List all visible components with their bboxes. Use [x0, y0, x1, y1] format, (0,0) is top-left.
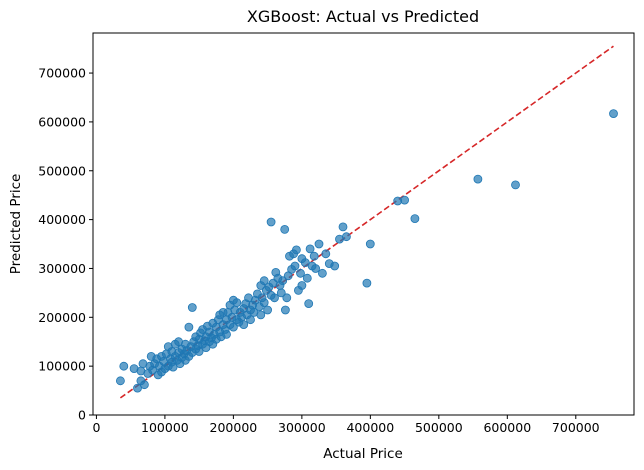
scatter-point [266, 217, 276, 227]
scatter-point [362, 278, 372, 288]
scatter-point [305, 244, 315, 254]
scatter-point [256, 310, 266, 320]
scatter-point [330, 261, 340, 271]
scatter-point [259, 276, 269, 286]
scatter-point [278, 276, 288, 286]
scatter-point [314, 239, 324, 249]
scatter-point [270, 293, 279, 303]
scatter-point [400, 195, 410, 205]
x-tick-label: 600000 [483, 420, 531, 435]
scatter-point [317, 268, 327, 278]
scatter-point [280, 305, 290, 315]
x-tick-label: 700000 [552, 420, 600, 435]
scatter-point [365, 239, 375, 249]
scatter-point [168, 362, 178, 372]
scatter-point [291, 245, 301, 255]
scatter-point [228, 322, 238, 332]
scatter-point [609, 109, 618, 118]
scatter-point [280, 224, 290, 234]
y-tick-label: 200000 [38, 310, 86, 325]
y-tick-label: 100000 [38, 359, 86, 374]
scatter-point [239, 320, 249, 330]
scatter-point [116, 376, 125, 386]
y-tick-label: 500000 [38, 163, 86, 178]
scatter-point [222, 329, 231, 339]
scatter-point [232, 298, 242, 308]
x-tick-label: 400000 [346, 420, 394, 435]
x-tick-label: 100000 [141, 420, 189, 435]
scatter-point [259, 298, 269, 308]
chart-title: XGBoost: Actual vs Predicted [247, 7, 479, 26]
scatter-point [184, 322, 194, 332]
y-tick-label: 300000 [38, 261, 86, 276]
y-tick-label: 0 [78, 408, 86, 423]
scatter-point [410, 214, 420, 224]
y-tick-label: 700000 [38, 66, 86, 81]
scatter-point [282, 293, 292, 303]
scatter-point [133, 383, 142, 393]
scatter-point [321, 249, 331, 259]
scatter-point [309, 251, 319, 261]
scatter-point [311, 264, 321, 273]
scatter-point [119, 361, 129, 371]
scatter-point [302, 273, 312, 283]
y-tick-label: 400000 [38, 212, 86, 227]
scatter-point [341, 232, 351, 242]
scatter-point [139, 380, 149, 390]
y-axis-label: Predicted Price [8, 174, 24, 275]
scatter-point [290, 261, 300, 271]
scatter-point [246, 315, 255, 325]
scatter-point [511, 180, 520, 190]
x-tick-label: 500000 [415, 420, 463, 435]
scatter-point [304, 299, 314, 309]
x-tick-label: 300000 [278, 420, 326, 435]
x-tick-label: 0 [92, 420, 100, 435]
scatter-point [300, 258, 310, 268]
scatter-point [187, 303, 197, 312]
scatter-point [473, 174, 483, 184]
scatter-point [276, 288, 286, 298]
x-axis-label: Actual Price [323, 446, 403, 462]
scatter-point [194, 347, 204, 356]
scatter-point [297, 281, 307, 290]
y-tick-label: 600000 [38, 114, 86, 129]
x-tick-label: 200000 [210, 420, 258, 435]
scatter-point [338, 222, 348, 232]
scatter-point [296, 268, 305, 278]
scatter-point [263, 305, 273, 315]
